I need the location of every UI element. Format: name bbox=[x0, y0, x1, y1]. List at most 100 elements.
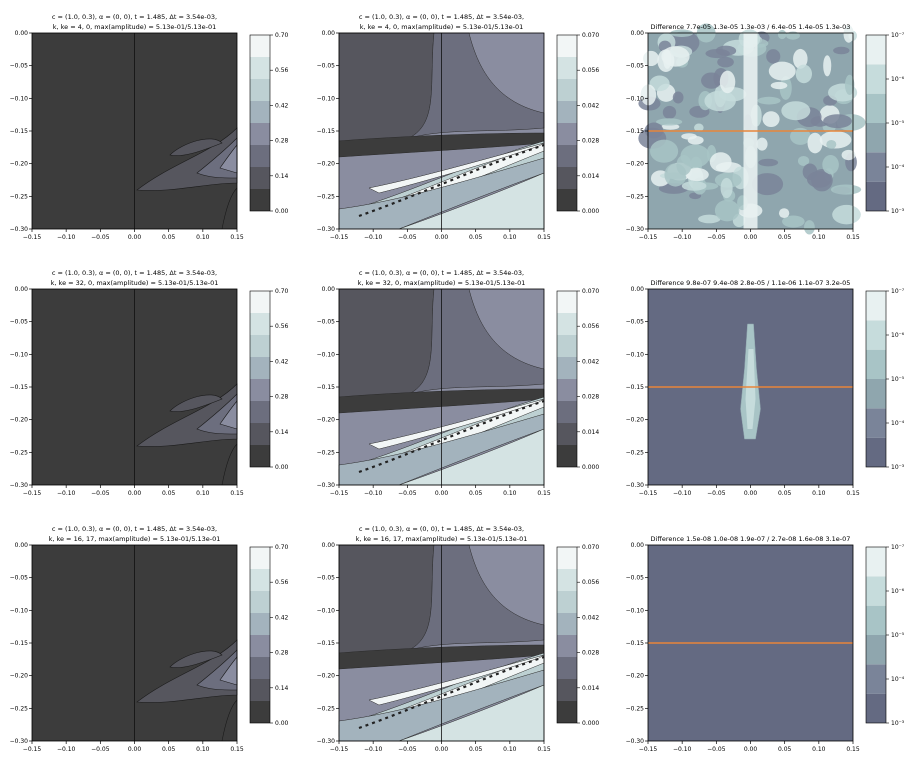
colorbar-tick-label: 0.70 bbox=[275, 288, 289, 295]
panel-mid-row-3: −0.15 −0.10 −0.05 0.00 0.05 0.10 0.15 0.00 −0.05… bbox=[317, 525, 600, 753]
panel-diff-row-2: −0.15 −0.10 −0.05 0.00 0.05 0.10 0.15 0.00 −0.05… bbox=[626, 279, 905, 497]
colorbar-tick-label: 0.056 bbox=[582, 579, 599, 586]
panel-diff-row-1: −0.15 −0.10 −0.05 0.00 0.05 0.10 0.15 0.00 −0.05… bbox=[626, 23, 905, 241]
y-tick-label: −0.25 bbox=[10, 449, 29, 456]
colorbar-band bbox=[866, 576, 886, 606]
y-tick-label: 0.00 bbox=[15, 286, 29, 293]
colorbar-tick-label: 0.56 bbox=[275, 67, 289, 74]
colorbar-band bbox=[557, 701, 577, 723]
y-tick-label: 0.00 bbox=[15, 542, 29, 549]
colorbar-band bbox=[866, 693, 886, 723]
x-tick-label: −0.10 bbox=[673, 746, 692, 753]
diff-blob bbox=[681, 133, 697, 140]
colorbar-band bbox=[866, 35, 886, 65]
y-tick-label: 0.00 bbox=[15, 30, 29, 37]
colorbar-tick-label: 0.028 bbox=[582, 138, 599, 145]
x-tick-label: −0.15 bbox=[639, 746, 658, 753]
y-tick-label: 0.00 bbox=[322, 286, 336, 293]
colorbar-band bbox=[557, 101, 577, 123]
colorbar-tick-label: 0.00 bbox=[275, 720, 289, 727]
diff-blob bbox=[786, 31, 800, 40]
colorbar-band bbox=[250, 679, 270, 701]
colorbar-band bbox=[250, 57, 270, 79]
y-tick-label: 0.00 bbox=[631, 30, 645, 37]
x-tick-label: 0.05 bbox=[469, 490, 483, 497]
diff-blob bbox=[705, 48, 730, 59]
x-tick-label: −0.05 bbox=[707, 490, 726, 497]
colorbar-band bbox=[557, 357, 577, 379]
x-tick-label: 0.00 bbox=[435, 746, 449, 753]
colorbar-tick-label: 0.14 bbox=[275, 429, 289, 436]
panel-title-line1: c = (1.0, 0.3), α = (0, 0), t = 1.485, Δ… bbox=[52, 269, 217, 277]
colorbar-tick-label: 10⁻⁶ bbox=[891, 76, 905, 83]
colorbar-band bbox=[866, 349, 886, 379]
y-tick-label: −0.10 bbox=[317, 351, 336, 358]
y-tick-label: −0.10 bbox=[626, 95, 645, 102]
diff-blob bbox=[790, 127, 811, 145]
x-tick-label: −0.05 bbox=[91, 746, 110, 753]
y-tick-label: −0.15 bbox=[317, 640, 336, 647]
y-tick-label: 0.00 bbox=[631, 542, 645, 549]
colorbar-band bbox=[557, 569, 577, 591]
colorbar-tick-label: 0.028 bbox=[582, 394, 599, 401]
colorbar-band bbox=[557, 613, 577, 635]
colorbar-tick-label: 0.070 bbox=[582, 544, 599, 551]
colorbar-band bbox=[250, 145, 270, 167]
panel-title-line2: k, ke = 32, 0, max(amplitude) = 5.13e-01… bbox=[358, 279, 526, 287]
colorbar-band bbox=[557, 79, 577, 101]
amplitude-contour bbox=[368, 398, 545, 450]
colorbar-tick-label: 0.28 bbox=[275, 650, 289, 657]
amplitude-contour bbox=[338, 544, 435, 655]
colorbar-band bbox=[250, 123, 270, 145]
colorbar-tick-label: 0.056 bbox=[582, 67, 599, 74]
x-tick-label: 0.05 bbox=[162, 490, 176, 497]
x-tick-label: 0.00 bbox=[128, 490, 142, 497]
y-tick-label: −0.20 bbox=[626, 673, 645, 680]
colorbar-band bbox=[557, 35, 577, 57]
colorbar-band bbox=[250, 613, 270, 635]
diff-blob bbox=[804, 220, 815, 235]
amplitude-label: , max(amplitude) = 5.13e-01/5.13e-01 bbox=[92, 279, 218, 287]
amplitude-contour bbox=[408, 288, 545, 395]
x-tick-label: −0.15 bbox=[23, 490, 42, 497]
y-tick-label: 0.00 bbox=[322, 30, 336, 37]
colorbar-band bbox=[250, 335, 270, 357]
x-tick-label: 0.10 bbox=[503, 746, 517, 753]
y-tick-label: −0.20 bbox=[626, 161, 645, 168]
colorbar-band bbox=[250, 35, 270, 57]
y-tick-label: −0.15 bbox=[626, 128, 645, 135]
diff-blob bbox=[709, 152, 732, 172]
diff-blob bbox=[698, 214, 721, 224]
colorbar-band bbox=[557, 445, 577, 467]
y-tick-label: −0.15 bbox=[10, 640, 29, 647]
diff-blob bbox=[751, 173, 784, 196]
y-tick-label: −0.05 bbox=[626, 63, 645, 70]
colorbar-frame bbox=[556, 34, 578, 212]
x-tick-label: −0.10 bbox=[57, 490, 76, 497]
x-tick-label: 0.00 bbox=[744, 234, 758, 241]
amplitude-contour bbox=[169, 138, 223, 156]
y-tick-label: 0.00 bbox=[631, 286, 645, 293]
x-tick-label: −0.05 bbox=[707, 234, 726, 241]
y-tick-label: −0.30 bbox=[10, 738, 29, 745]
panel-diff-row-3: −0.15 −0.10 −0.05 0.00 0.05 0.10 0.15 0.00 −0.05… bbox=[626, 535, 905, 753]
diff-blob bbox=[694, 123, 704, 132]
colorbar-band bbox=[250, 445, 270, 467]
diff-blob bbox=[795, 64, 813, 84]
colorbar-band bbox=[250, 547, 270, 569]
x-tick-label: −0.15 bbox=[639, 234, 658, 241]
y-tick-label: −0.05 bbox=[626, 319, 645, 326]
colorbar-tick-label: 0.000 bbox=[582, 464, 599, 471]
contour-line bbox=[221, 187, 238, 230]
diff-blob bbox=[833, 46, 850, 55]
y-tick-label: −0.05 bbox=[317, 319, 336, 326]
x-tick-label: 0.00 bbox=[435, 490, 449, 497]
x-tick-label: 0.00 bbox=[128, 234, 142, 241]
x-tick-label: −0.15 bbox=[330, 234, 349, 241]
y-tick-label: −0.20 bbox=[10, 161, 29, 168]
colorbar-tick-label: 0.56 bbox=[275, 323, 289, 330]
colorbar-tick-label: 10⁻⁷ bbox=[891, 544, 905, 551]
colorbar-tick-label: 0.042 bbox=[582, 358, 599, 365]
diff-blob bbox=[830, 184, 862, 195]
